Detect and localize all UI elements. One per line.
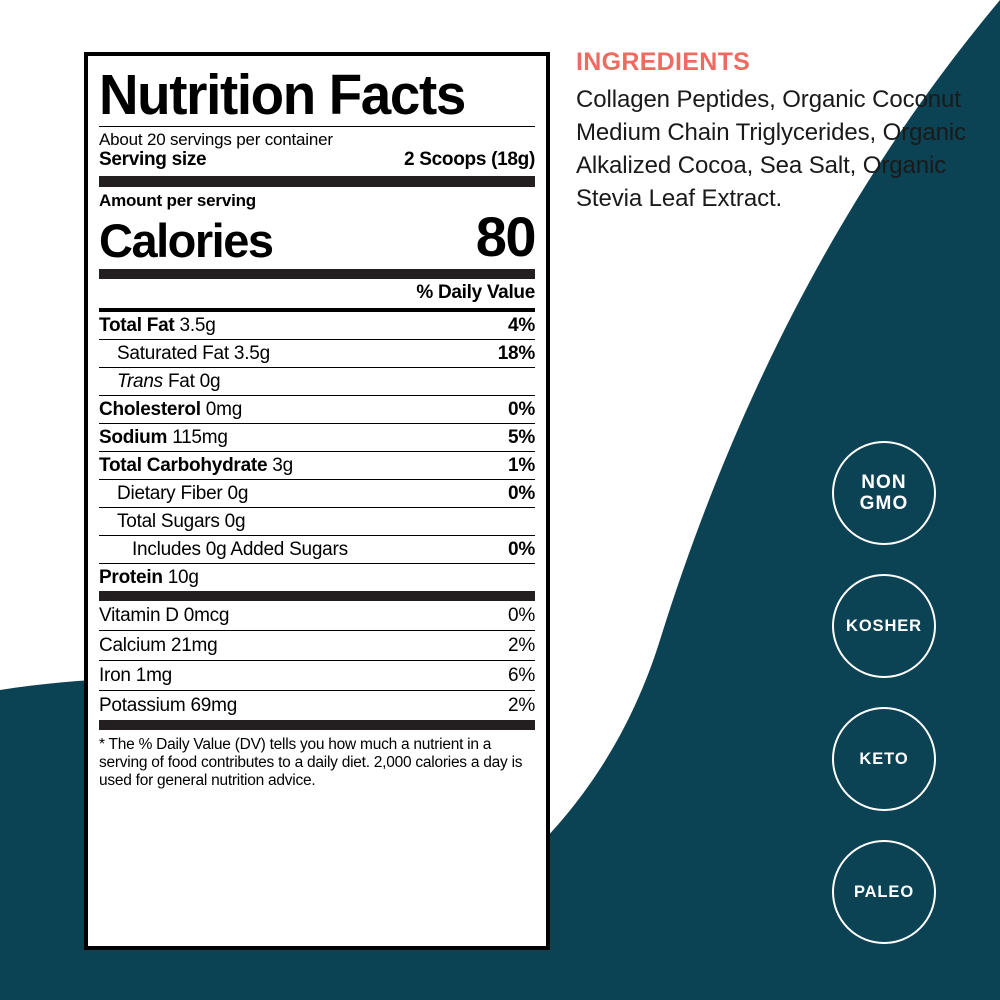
daily-value-footnote: * The % Daily Value (DV) tells you how m… xyxy=(99,735,523,789)
nutrient-daily-value: 1% xyxy=(508,454,535,476)
nutrient-daily-value: 0% xyxy=(508,538,535,560)
daily-value-header: % Daily Value xyxy=(416,281,535,303)
calories-value: 80 xyxy=(475,205,537,269)
nutrient-name: Total Sugars 0g xyxy=(117,510,246,532)
ingredients-body: Collagen Peptides, Organic Coconut Mediu… xyxy=(576,86,966,212)
teal-curve-right xyxy=(240,0,1000,1000)
badge-paleo: PALEO xyxy=(832,840,936,944)
micronutrient-name: Calcium 21mg xyxy=(99,634,218,656)
micronutrient-daily-value: 0% xyxy=(508,604,535,626)
micronutrient-row: Calcium 21mg 2% xyxy=(99,629,535,660)
badge-label-line2: GMO xyxy=(859,493,909,514)
nutrient-row: Total Fat 3.5g 4% xyxy=(99,312,535,339)
nutrient-name: Trans Fat 0g xyxy=(117,370,221,392)
badge-label-line1: KOSHER xyxy=(846,616,922,635)
nutrient-row: Total Carbohydrate 3g 1% xyxy=(99,450,535,479)
ingredients-heading: INGREDIENTS xyxy=(576,48,751,76)
serving-size-value: 2 Scoops (18g) xyxy=(404,149,535,171)
badge-label-line1: KETO xyxy=(859,749,909,768)
divider-under-title xyxy=(99,126,535,128)
badge-non-gmo: NON GMO xyxy=(832,441,936,545)
micronutrient-list: Vitamin D 0mcg 0% Calcium 21mg 2% Iron 1mg 6%… xyxy=(99,601,535,720)
page-title: Nutrition Facts xyxy=(99,63,466,127)
divider-above-nutrients xyxy=(99,307,535,312)
nutrient-row: Total Sugars 0g xyxy=(99,506,535,535)
nutrient-daily-value: 5% xyxy=(508,426,535,448)
nutrient-name: Total Fat 3.5g xyxy=(99,314,216,336)
nutrient-name: Sodium 115mg xyxy=(99,426,228,448)
nutrient-daily-value: 0% xyxy=(508,398,535,420)
nutrient-name: Saturated Fat 3.5g xyxy=(117,342,270,364)
badge-keto: KETO xyxy=(832,707,936,811)
nutrient-name: Dietary Fiber 0g xyxy=(117,482,249,504)
nutrient-row: Dietary Fiber 0g 0% xyxy=(99,478,535,507)
micronutrient-daily-value: 6% xyxy=(508,664,535,686)
nutrient-name: Protein 10g xyxy=(99,566,199,588)
badge-kosher: KOSHER xyxy=(832,574,936,678)
divider-thick-top xyxy=(99,176,535,188)
micronutrient-name: Potassium 69mg xyxy=(99,694,238,716)
divider-thick-footnote xyxy=(99,719,535,730)
micronutrient-daily-value: 2% xyxy=(508,694,535,716)
nutrient-daily-value: 18% xyxy=(497,342,536,364)
micronutrient-row: Iron 1mg 6% xyxy=(99,659,535,690)
amount-per-serving-label: Amount per serving xyxy=(99,191,256,211)
nutrient-name: Includes 0g Added Sugars xyxy=(132,538,348,560)
serving-size-label: Serving size xyxy=(99,149,207,171)
nutrient-row: Cholesterol 0mg 0% xyxy=(99,394,535,423)
calories-label: Calories xyxy=(99,214,274,268)
nutrition-facts-panel: Nutrition Facts About 20 servings per co… xyxy=(84,52,550,950)
nutrient-row: Trans Fat 0g xyxy=(99,366,535,395)
nutrient-row: Sodium 115mg 5% xyxy=(99,422,535,451)
badge-label-line1: NON xyxy=(861,471,907,493)
nutrient-name: Cholesterol 0mg xyxy=(99,398,243,420)
micronutrient-daily-value: 2% xyxy=(508,634,535,656)
divider-thick-micros xyxy=(99,590,535,601)
micronutrient-row: Vitamin D 0mcg 0% xyxy=(99,601,535,630)
calories-row: Calories 80 xyxy=(99,205,537,269)
nutrient-row: Protein 10g xyxy=(99,562,535,591)
nutrient-name: Total Carbohydrate 3g xyxy=(99,454,293,476)
serving-size-row: Serving size 2 Scoops (18g) xyxy=(99,149,535,176)
nutrient-daily-value: 0% xyxy=(508,482,535,504)
nutrient-row: Saturated Fat 3.5g 18% xyxy=(99,338,536,367)
divider-thick-calories xyxy=(99,268,535,279)
nutrient-list: Total Fat 3.5g 4% Saturated Fat 3.5g 18% Tra… xyxy=(99,312,535,591)
micronutrient-name: Vitamin D 0mcg xyxy=(99,604,230,626)
micronutrient-name: Iron 1mg xyxy=(99,664,172,686)
servings-per-container: About 20 servings per container xyxy=(99,130,333,150)
nutrient-daily-value: 4% xyxy=(508,314,535,336)
micronutrient-row: Potassium 69mg 2% xyxy=(99,689,535,720)
ingredients-block: INGREDIENTS Collagen Peptides, Organic C… xyxy=(576,48,966,216)
nutrient-row: Includes 0g Added Sugars 0% xyxy=(99,534,535,563)
badge-label-line1: PALEO xyxy=(853,882,915,901)
